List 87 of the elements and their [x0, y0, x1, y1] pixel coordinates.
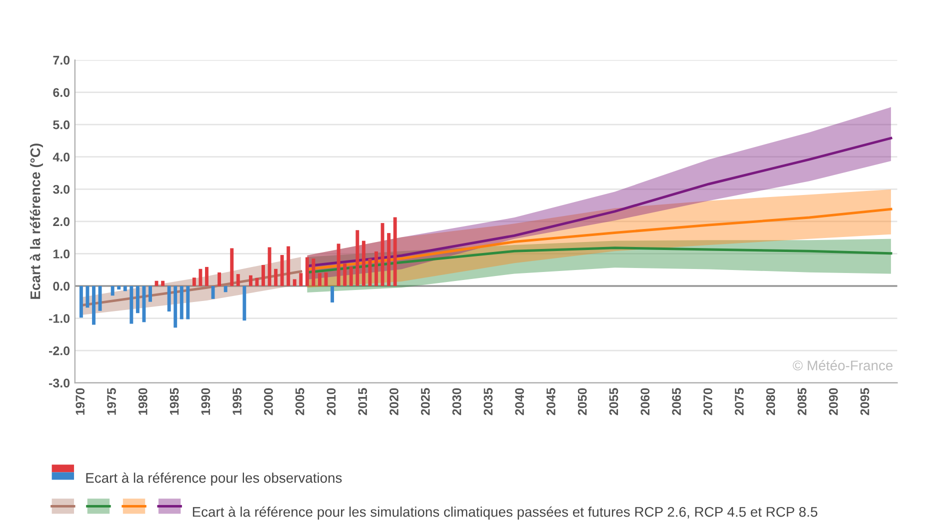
bar [218, 272, 222, 286]
y-tick-label: -1.0 [49, 314, 70, 323]
bar [180, 286, 184, 320]
y-tick-label: -2.0 [49, 346, 70, 356]
bar [356, 230, 360, 286]
bar [305, 257, 309, 286]
y-tick-label: 2.0 [53, 217, 70, 226]
x-tick-label: 2005 [295, 388, 304, 416]
x-tick-label: 2035 [484, 388, 493, 416]
bar [255, 278, 259, 286]
x-tick-label: 2015 [358, 388, 368, 416]
bar [110, 286, 114, 296]
bar [79, 286, 83, 318]
x-tick-label: 2075 [734, 388, 744, 416]
y-tick-label: 5.0 [53, 120, 70, 130]
y-tick-label: 4.0 [52, 152, 70, 162]
bar [167, 286, 171, 312]
bar [192, 278, 196, 286]
x-tick-label: 1970 [76, 388, 85, 415]
bar [343, 263, 347, 286]
bar [242, 286, 246, 321]
bar [393, 217, 397, 286]
x-tick-label: 1995 [232, 388, 242, 415]
bar [205, 266, 208, 286]
bar [161, 280, 165, 286]
x-tick-label: 2090 [828, 388, 838, 416]
bar [299, 273, 303, 286]
bar [142, 286, 146, 322]
y-tick-label: 3.0 [52, 184, 70, 194]
bar [274, 268, 278, 286]
bar [98, 286, 102, 311]
bar [292, 279, 296, 286]
legend-label: Ecart à la référence pour les observations [86, 472, 342, 486]
y-tick-label: 0.0 [53, 282, 70, 291]
y-tick-label: 7.0 [53, 56, 70, 65]
bar [262, 265, 265, 286]
bar [387, 233, 391, 286]
bar [230, 248, 234, 286]
x-tick-label: 2040 [515, 388, 524, 416]
x-tick-label: 1980 [138, 388, 148, 415]
x-tick-label: 2030 [452, 388, 462, 416]
bar [336, 244, 340, 286]
bar [312, 258, 316, 286]
bar [248, 275, 252, 286]
y-tick-label: 6.0 [53, 88, 70, 97]
x-tick-label: 2010 [326, 388, 336, 416]
x-tick-label: 2070 [703, 388, 712, 416]
bar [92, 286, 96, 325]
bar [286, 246, 290, 286]
x-tick-label: 2000 [264, 388, 273, 416]
bar [186, 286, 190, 320]
y-axis-title: Ecart à la référence (°C) [30, 144, 43, 299]
x-tick-label: 2045 [546, 388, 556, 416]
bar [362, 240, 366, 286]
x-tick-label: 2055 [609, 388, 618, 416]
bar [330, 286, 334, 302]
bar [123, 286, 127, 292]
bar [280, 255, 284, 286]
bar [349, 266, 353, 286]
bar [224, 286, 228, 292]
x-tick-label: 2020 [390, 388, 398, 416]
bar [130, 286, 134, 324]
bar [117, 286, 121, 290]
y-tick-label: -3.0 [49, 378, 70, 388]
bar [374, 251, 378, 286]
x-tick-label: 1975 [107, 388, 116, 415]
bar [236, 274, 240, 286]
x-tick-label: 1985 [170, 388, 179, 415]
bar [174, 286, 178, 328]
annotation: © Météo-France [792, 360, 893, 370]
x-tick-label: 2050 [578, 388, 587, 416]
x-tick-label: 2065 [672, 388, 681, 416]
x-tick-label: 1990 [201, 388, 210, 415]
bar [211, 286, 215, 299]
x-tick-label: 2085 [798, 388, 806, 416]
bar [198, 268, 202, 286]
legend-label: Ecart à la référence pour les simulations climatiques passées et futures RCP 2.6, RCP 4.5 et RCP 8.5 [192, 506, 818, 520]
bar [318, 273, 322, 286]
x-tick-label: 2095 [860, 388, 870, 416]
x-tick-label: 2060 [640, 388, 650, 416]
x-tick-label: 2025 [420, 388, 430, 416]
y-tick-label: 1.0 [53, 250, 70, 258]
bar [154, 280, 158, 286]
bar [148, 286, 152, 302]
bar [136, 286, 140, 314]
bar [368, 258, 372, 286]
x-tick-label: 2080 [766, 388, 776, 416]
